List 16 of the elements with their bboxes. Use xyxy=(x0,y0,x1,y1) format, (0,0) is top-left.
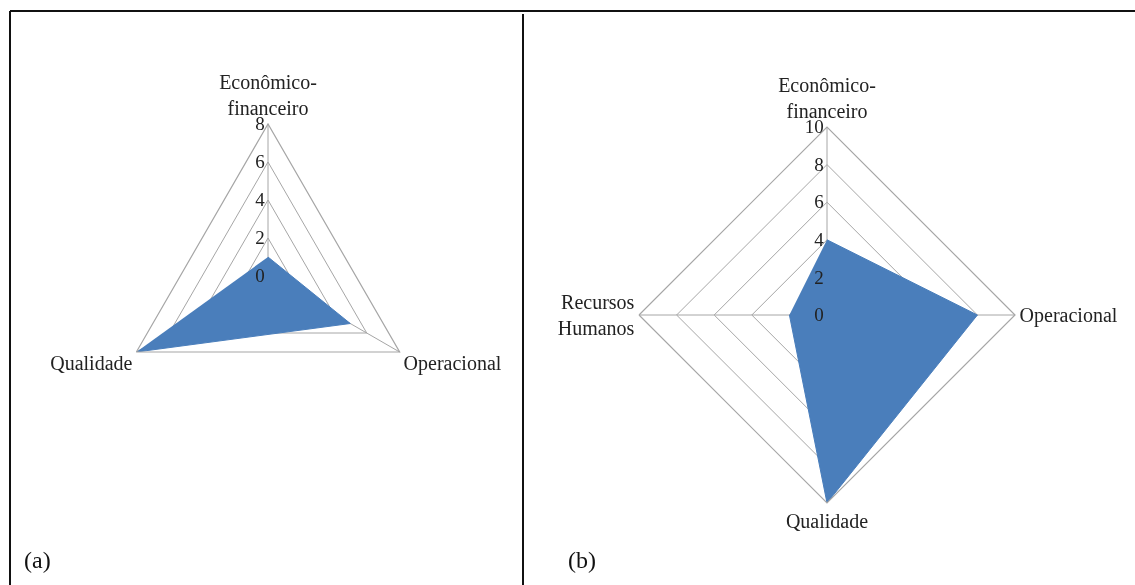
y-tick-label: 4 xyxy=(814,228,825,250)
text: (b) xyxy=(568,547,596,573)
spoke-label: Operacional xyxy=(1019,304,1118,327)
spoke-label: Qualidade xyxy=(50,352,133,375)
spoke-label: Recursos Humanos xyxy=(557,291,635,339)
y-tick-label: 2 xyxy=(255,227,265,249)
y-tick-label: 2 xyxy=(814,266,824,288)
y-tick-label: 6 xyxy=(814,191,824,213)
text: (a) xyxy=(24,547,51,573)
y-tick-label: 8 xyxy=(814,153,824,175)
y-tick-label: 0 xyxy=(255,265,265,287)
y-tick-label: 4 xyxy=(255,189,266,211)
y-tick-label: 0 xyxy=(814,304,824,326)
spoke-label: Qualidade xyxy=(785,509,869,532)
y-tick-label: 6 xyxy=(255,151,265,173)
spoke-label: Operacional xyxy=(403,352,502,376)
